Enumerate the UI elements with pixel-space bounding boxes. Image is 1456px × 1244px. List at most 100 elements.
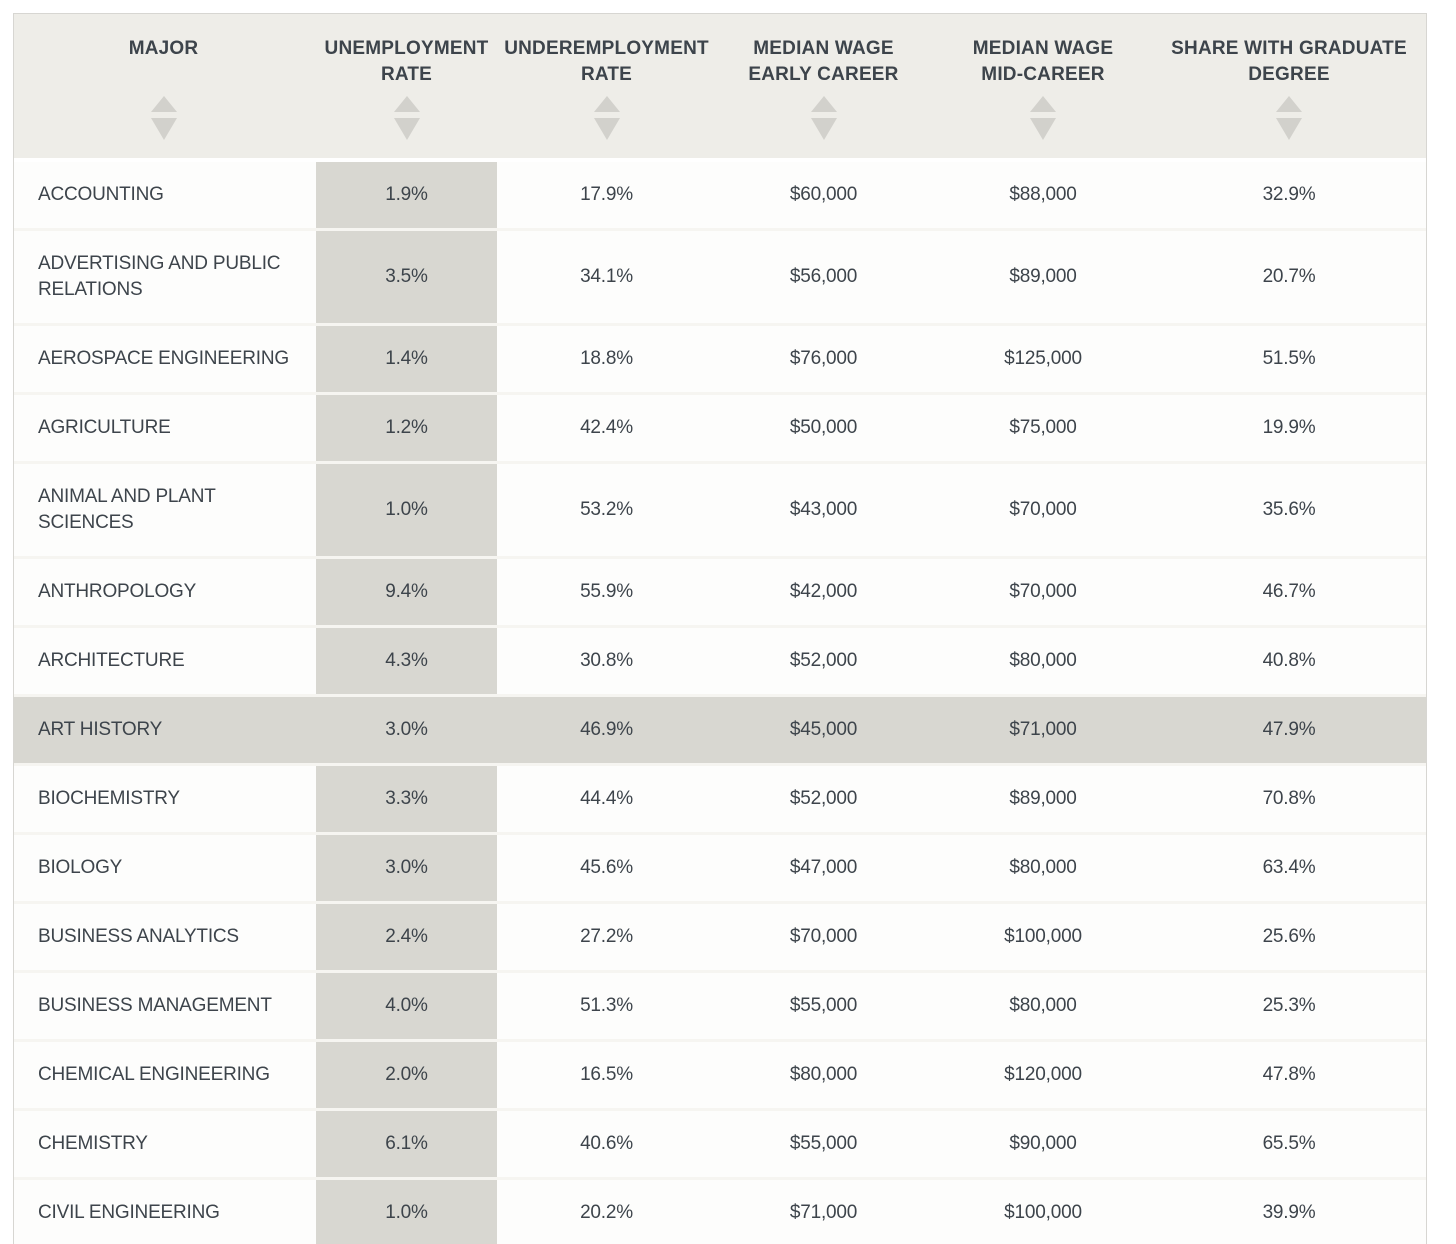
cell-underemployment_rate: 27.2% [580,926,633,947]
table-row[interactable]: ADVERTISING AND PUBLIC RELATIONS 3.5% 34.1… [14,231,1426,326]
cell-median_wage_mid_career: $75,000 [1009,417,1077,438]
column-header-underemployment_rate[interactable]: UNDEREMPLOYMENT RATE [500,14,713,158]
cell-major: BIOCHEMISTRY [38,788,180,809]
column-header-share_with_graduate_degree[interactable]: SHARE WITH GRADUATE DEGREE [1152,14,1426,158]
cell-major: CHEMISTRY [38,1133,148,1154]
cell-underemployment_rate: 42.4% [580,417,633,438]
cell-share_with_graduate_degree: 32.9% [1262,184,1316,205]
cell-share_with_graduate_degree: 63.4% [1262,857,1316,878]
table-row[interactable]: CHEMISTRY 6.1% 40.6% $55,000 $90,000 65.5% [14,1111,1426,1180]
cell-major: ART HISTORY [38,719,163,740]
cell-share_with_graduate_degree: 25.3% [1262,995,1316,1016]
cell-median_wage_early_career: $60,000 [789,184,858,205]
cell-share_with_graduate_degree: 70.8% [1262,788,1316,809]
cell-major: ACCOUNTING [38,184,164,205]
cell-median_wage_mid_career: $71,000 [1009,719,1077,740]
cell-median_wage_early_career: $76,000 [789,348,858,369]
cell-share_with_graduate_degree: 39.9% [1262,1202,1316,1223]
cell-underemployment_rate: 44.4% [580,788,633,809]
cell-median_wage_early_career: $52,000 [789,650,858,671]
cell-median_wage_early_career: $56,000 [789,266,858,287]
table-row[interactable]: ANIMAL AND PLANT SCIENCES 1.0% 53.2% $43,00… [14,464,1426,559]
cell-median_wage_mid_career: $80,000 [1009,995,1077,1016]
table-row[interactable]: BUSINESS ANALYTICS 2.4% 27.2% $70,000 $100,0… [14,904,1426,973]
column-header-label: UNDEREMPLOYMENT RATE [504,38,709,85]
cell-median_wage_mid_career: $100,000 [1004,926,1082,947]
cell-underemployment_rate: 30.8% [580,650,633,671]
cell-median_wage_mid_career: $88,000 [1009,184,1077,205]
cell-median_wage_early_career: $80,000 [789,1064,858,1085]
cell-major: BIOLOGY [38,857,123,878]
sort-control[interactable] [1030,96,1056,140]
cell-underemployment_rate: 51.3% [580,995,633,1016]
table-body: ACCOUNTING 1.9% 17.9% $60,000 $88,000 32.9% AD… [14,162,1426,1244]
table-row[interactable]: ART HISTORY 3.0% 46.9% $45,000 $71,000 47.9% [14,697,1426,766]
cell-median_wage_early_career: $55,000 [789,1133,858,1154]
table-row[interactable]: BIOLOGY 3.0% 45.6% $47,000 $80,000 63.4% [14,835,1426,904]
cell-median_wage_mid_career: $70,000 [1009,581,1077,602]
cell-underemployment_rate: 45.6% [580,857,633,878]
sort-control[interactable] [593,96,620,140]
sort-down-icon [593,118,620,140]
table-row[interactable]: ACCOUNTING 1.9% 17.9% $60,000 $88,000 32.9% [14,162,1426,231]
cell-share_with_graduate_degree: 19.9% [1262,417,1316,438]
cell-unemployment_rate: 3.5% [313,231,500,323]
cell-unemployment_rate: 2.0% [313,1042,500,1108]
table-row[interactable]: BUSINESS MANAGEMENT 4.0% 51.3% $55,000 $80,0… [14,973,1426,1042]
table-row[interactable]: ANTHROPOLOGY 9.4% 55.9% $42,000 $70,000 46.7% [14,559,1426,628]
cell-share_with_graduate_degree: 20.7% [1262,266,1316,287]
cell-unemployment_rate: 3.0% [313,697,500,763]
cell-median_wage_early_career: $71,000 [789,1202,858,1223]
sort-down-icon [150,118,177,140]
sort-control[interactable] [1276,96,1302,140]
cell-share_with_graduate_degree: 47.9% [1262,719,1316,740]
cell-unemployment_rate: 4.0% [313,973,500,1039]
cell-median_wage_mid_career: $70,000 [1009,499,1077,520]
column-header-unemployment_rate[interactable]: UNEMPLOYMENT RATE [313,14,500,158]
table-row[interactable]: BIOCHEMISTRY 3.3% 44.4% $52,000 $89,000 70.8% [14,766,1426,835]
column-header-label: UNEMPLOYMENT RATE [324,38,489,85]
cell-major: BUSINESS MANAGEMENT [38,995,272,1016]
cell-major: CIVIL ENGINEERING [38,1202,220,1223]
table-row[interactable]: AEROSPACE ENGINEERING 1.4% 18.8% $76,000 $12… [14,326,1426,395]
cell-median_wage_early_career: $70,000 [789,926,858,947]
cell-unemployment_rate: 1.0% [313,1180,500,1244]
cell-median_wage_mid_career: $125,000 [1004,348,1082,369]
cell-unemployment_rate: 1.9% [313,162,500,228]
cell-major: ADVERTISING AND PUBLIC RELATIONS [38,253,281,300]
cell-median_wage_mid_career: $120,000 [1004,1064,1082,1085]
column-header-median_wage_early_career[interactable]: MEDIAN WAGE EARLY CAREER [713,14,934,158]
cell-underemployment_rate: 34.1% [580,266,633,287]
sort-up-icon [393,96,420,112]
cell-unemployment_rate: 2.4% [313,904,500,970]
cell-median_wage_early_career: $52,000 [789,788,858,809]
sort-down-icon [1276,118,1302,140]
cell-unemployment_rate: 3.0% [313,835,500,901]
cell-unemployment_rate: 4.3% [313,628,500,694]
cell-median_wage_early_career: $50,000 [789,417,858,438]
column-header-label: SHARE WITH GRADUATE DEGREE [1171,38,1407,85]
table-row[interactable]: ARCHITECTURE 4.3% 30.8% $52,000 $80,000 40.8% [14,628,1426,697]
cell-major: CHEMICAL ENGINEERING [38,1064,270,1085]
cell-median_wage_early_career: $55,000 [789,995,858,1016]
table-row[interactable]: AGRICULTURE 1.2% 42.4% $50,000 $75,000 19.9% [14,395,1426,464]
sort-control[interactable] [150,96,177,140]
sort-control[interactable] [393,96,420,140]
cell-median_wage_early_career: $47,000 [789,857,858,878]
cell-share_with_graduate_degree: 51.5% [1262,348,1316,369]
column-header-median_wage_mid_career[interactable]: MEDIAN WAGE MID-CAREER [934,14,1152,158]
column-header-label: MEDIAN WAGE EARLY CAREER [748,38,899,85]
column-header-major[interactable]: MAJOR [14,14,313,158]
table-row[interactable]: CHEMICAL ENGINEERING 2.0% 16.5% $80,000 $120… [14,1042,1426,1111]
cell-share_with_graduate_degree: 35.6% [1262,499,1316,520]
cell-major: AEROSPACE ENGINEERING [38,348,289,369]
sort-down-icon [1030,118,1056,140]
cell-underemployment_rate: 16.5% [580,1064,633,1085]
cell-unemployment_rate: 1.2% [313,395,500,461]
sort-control[interactable] [810,96,837,140]
table-row[interactable]: CIVIL ENGINEERING 1.0% 20.2% $71,000 $100,00… [14,1180,1426,1244]
cell-median_wage_mid_career: $89,000 [1009,266,1077,287]
sort-down-icon [810,118,837,140]
sort-up-icon [150,96,177,112]
column-header-label: MAJOR [128,38,199,59]
